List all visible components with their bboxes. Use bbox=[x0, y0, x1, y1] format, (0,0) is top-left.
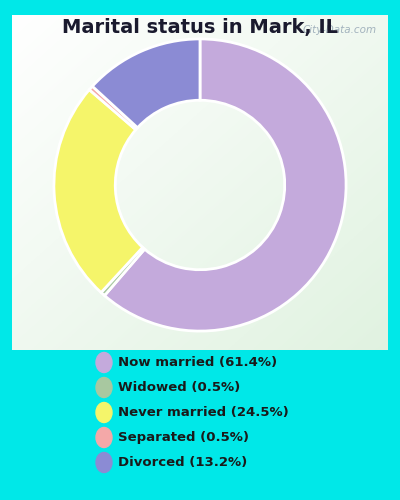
Wedge shape bbox=[92, 39, 200, 128]
Text: Separated (0.5%): Separated (0.5%) bbox=[118, 431, 249, 444]
Wedge shape bbox=[89, 86, 138, 130]
Text: Divorced (13.2%): Divorced (13.2%) bbox=[118, 456, 247, 469]
Wedge shape bbox=[104, 39, 346, 331]
Text: Now married (61.4%): Now married (61.4%) bbox=[118, 356, 277, 369]
Text: Never married (24.5%): Never married (24.5%) bbox=[118, 406, 289, 419]
Wedge shape bbox=[54, 90, 143, 292]
Text: Widowed (0.5%): Widowed (0.5%) bbox=[118, 381, 240, 394]
Wedge shape bbox=[101, 248, 145, 296]
Text: Marital status in Mark, IL: Marital status in Mark, IL bbox=[62, 18, 338, 36]
Text: City-Data.com: City-Data.com bbox=[302, 25, 377, 35]
